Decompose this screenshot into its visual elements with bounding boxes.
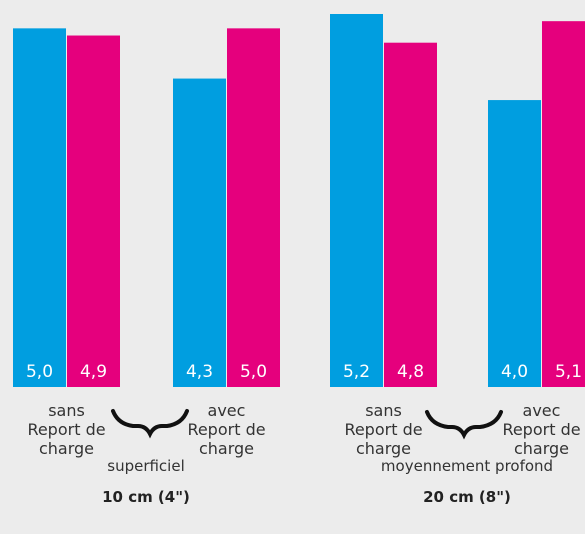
category-label: Report de [344,420,422,439]
bars-layer: 5,0 4,9 4,3 5,0 5,2 4,8 4,0 5,1 [13,14,585,388]
category-label: sans [365,401,402,420]
bar-value-label: 4,9 [80,362,107,382]
category-label: sans [48,401,85,420]
category-label: Report de [27,420,105,439]
bar-c3-magenta [384,42,437,387]
category-label: avec [208,401,246,420]
bar-value-label: 5,1 [555,362,582,382]
category-label: charge [39,439,94,458]
brace-icon [425,410,503,440]
category-label: avec [523,401,561,420]
bar-c1-blue [13,28,66,387]
group-name: superficiel [107,457,185,475]
brace-icon [111,409,189,439]
bar-c4-blue [488,100,541,388]
bar-c4-magenta [542,21,585,388]
bar-c2-magenta [227,28,280,387]
bar-value-label: 5,0 [240,362,267,382]
bar-c1-magenta [67,35,120,388]
category-label: charge [199,439,254,458]
category-label: charge [356,439,411,458]
bar-value-label: 5,0 [26,362,53,382]
group-depth: 20 cm (8") [423,488,511,506]
bar-c2-blue [173,78,226,388]
category-label: Report de [187,420,265,439]
category-label: Report de [502,420,580,439]
category-label: charge [514,439,569,458]
bar-c3-blue [330,14,383,387]
bar-value-label: 4,0 [501,362,528,382]
bar-value-label: 4,8 [397,362,424,382]
group-name: moyennement profond [381,457,553,475]
bar-value-label: 5,2 [343,362,370,382]
bar-value-label: 4,3 [186,362,213,382]
group-depth: 10 cm (4") [102,488,190,506]
